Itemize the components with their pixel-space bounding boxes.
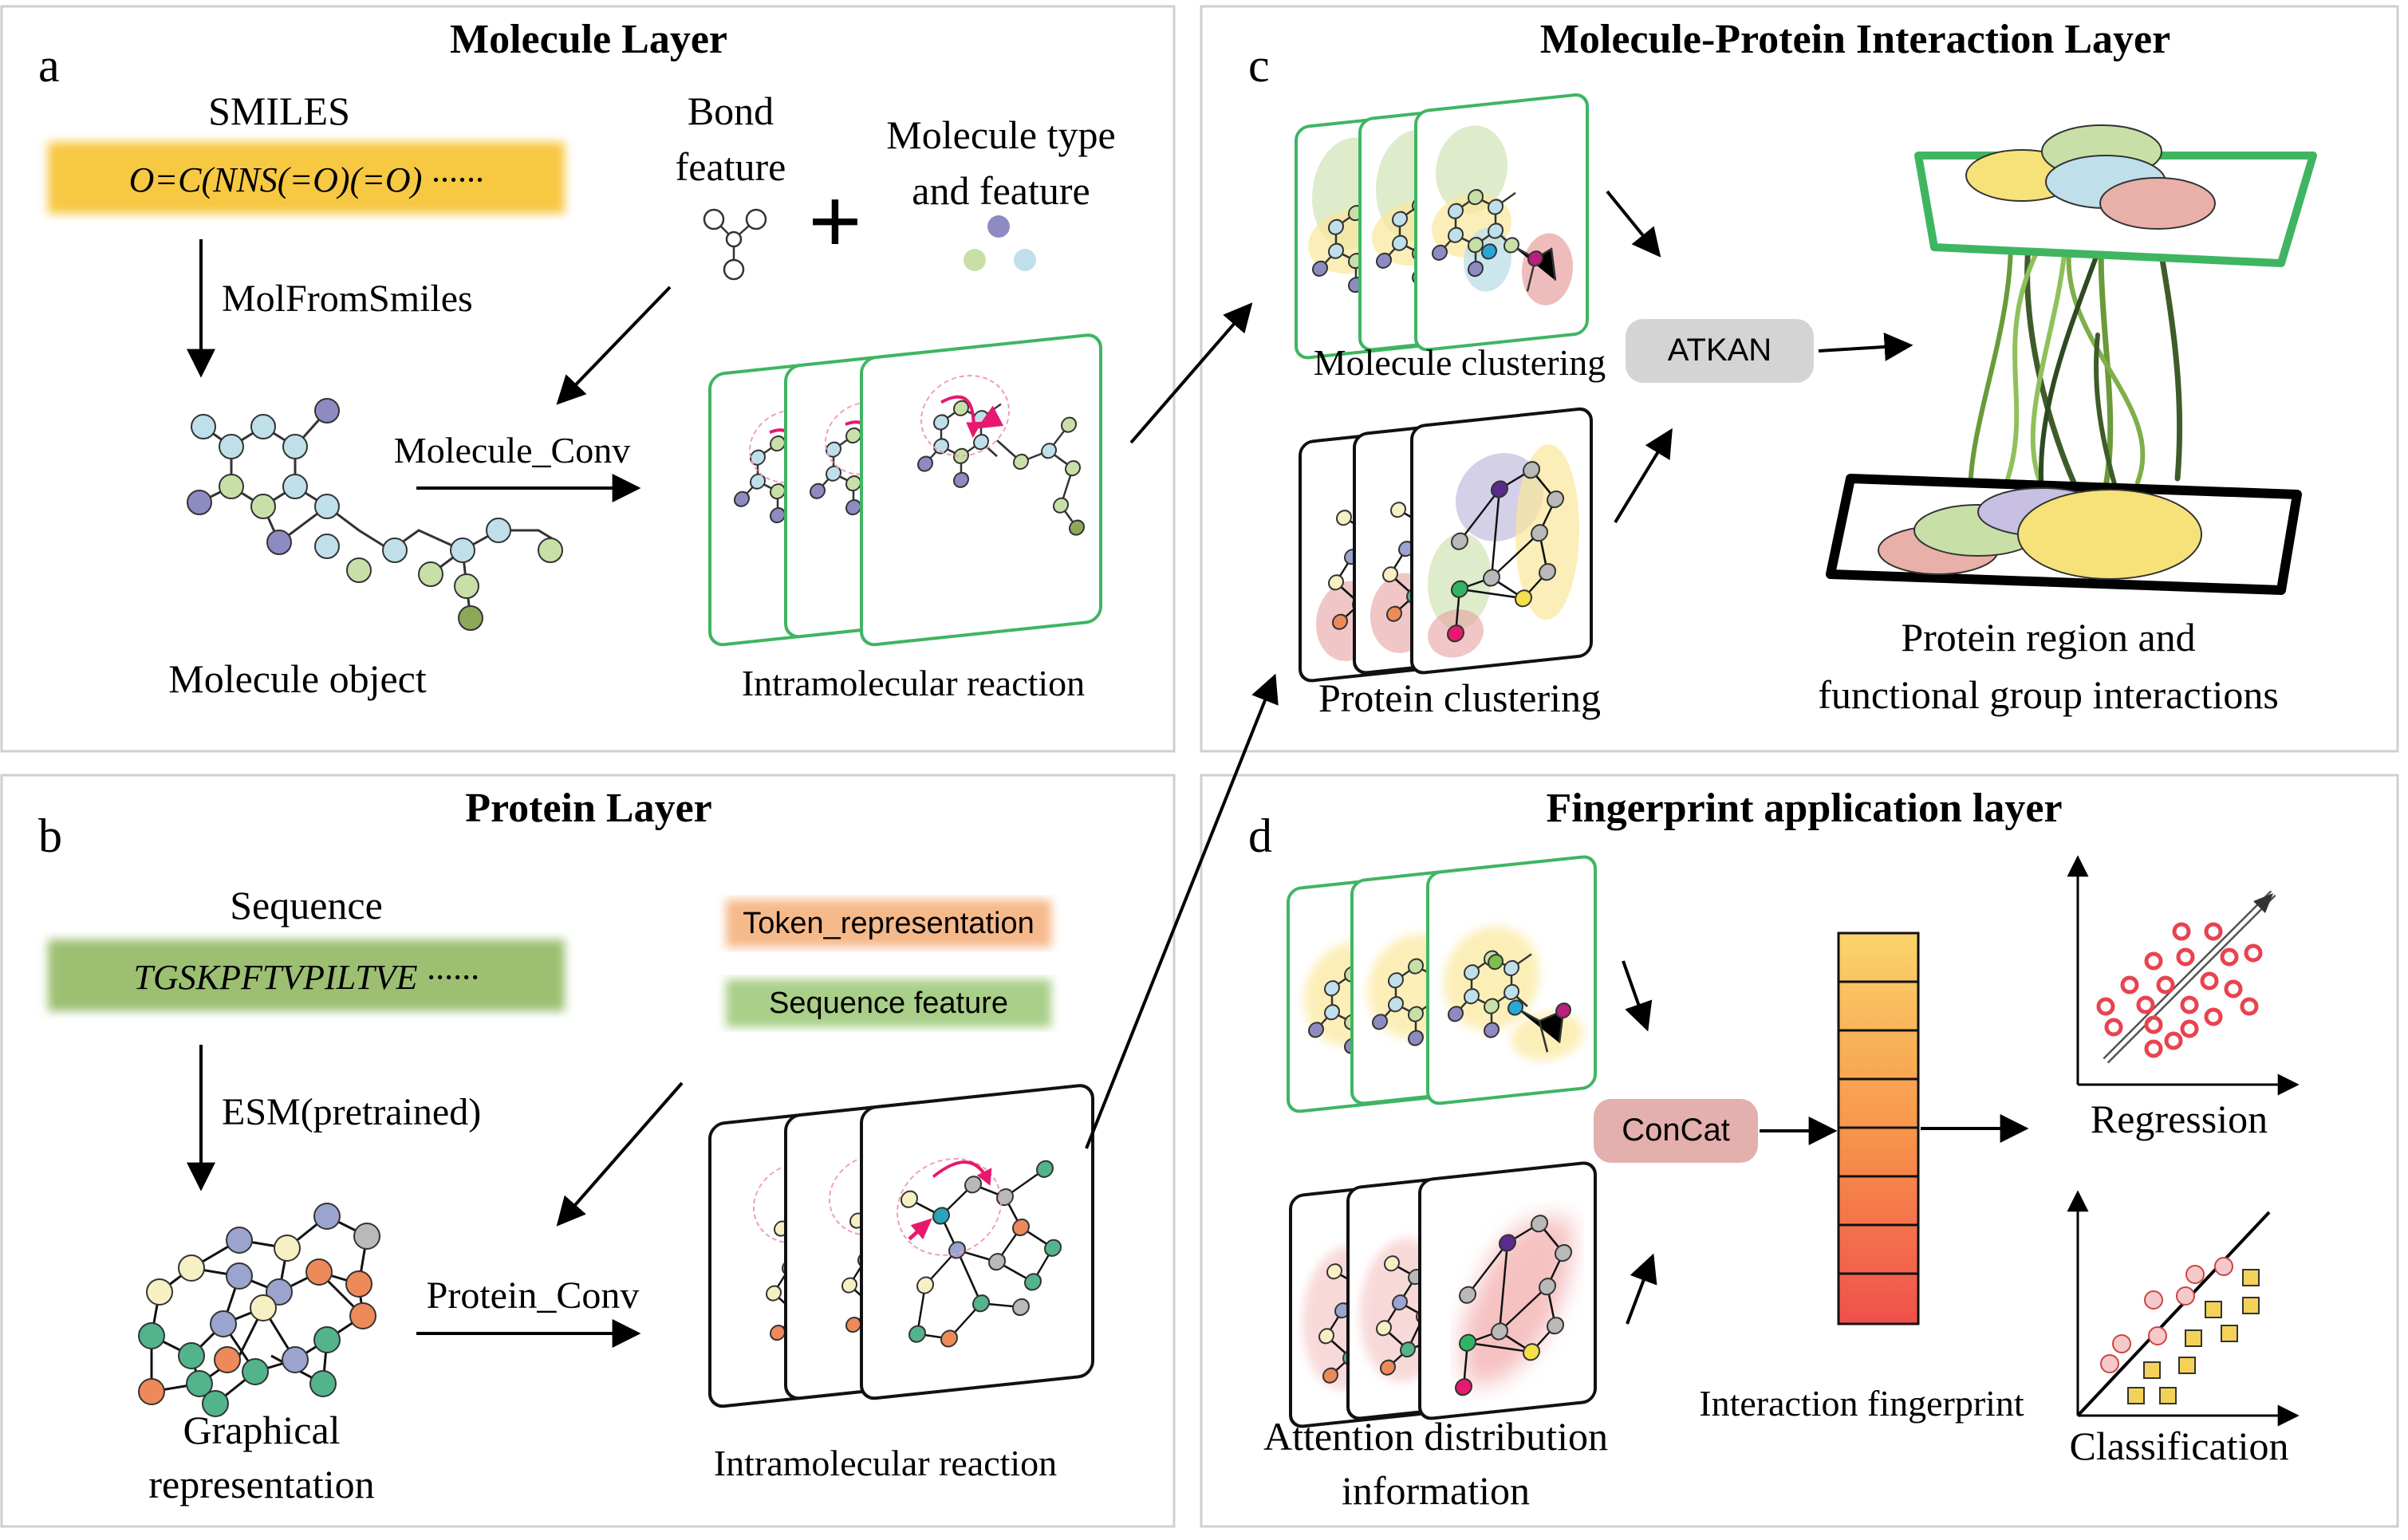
smiles-value: O=C(NNS(=O)(=O) ······ [129,160,484,199]
mol-intramolecular-frames [708,333,1102,647]
interaction-label-1: Protein region and [1901,615,2195,660]
arrow-atkan-to-interaction [1818,333,1913,361]
arrow-attn-mol-to-concat [1622,960,1653,1032]
panel-c: c Molecule-Protein Interaction Layer [1248,17,2317,720]
esm-label: ESM(pretrained) [222,1091,481,1133]
panel-c-border [1200,5,2399,753]
mol-cluster-label: Molecule clustering [1314,342,1606,383]
panel-a: a Molecule Layer SMILES O=C(NNS(=O)(=O) … [38,17,1253,703]
panel-d-border [1200,774,2399,1528]
interaction-3d [1826,124,2317,595]
smiles-box [48,142,565,214]
classification-plot [2067,1190,2300,1427]
mol-intramolecular-label: Intramolecular reaction [742,663,1085,703]
sequence-box [48,939,565,1011]
prot-cluster-label: Protein clustering [1318,675,1601,720]
protein-graph [138,1203,380,1417]
molecule-type-label-1: Molecule type [886,112,1115,157]
atkan-box [1626,319,1814,383]
molfromsmiles-label: MolFromSmiles [222,278,473,320]
arrow-features-to-object [556,286,672,405]
bond-feature-label-1: Bond [688,89,774,133]
bond-feature-label-2: feature [676,144,786,189]
arrow-protcluster-to-atkan [1614,427,1673,524]
arrow-features-to-graph [556,1081,684,1227]
arrow-attn-prot-to-concat [1626,1253,1657,1325]
fingerprint-label: Interaction fingerprint [1699,1383,2024,1424]
plus-sign: + [808,168,862,274]
molecule-object-graph [187,398,563,631]
attention-prot-frames [1289,1161,1597,1428]
panel-letter-c: c [1248,39,1270,92]
classification-label: Classification [2070,1424,2289,1468]
arrow-a-to-c [1129,302,1253,444]
panel-c-title: Molecule-Protein Interaction Layer [1540,17,2170,62]
atkan-label: ATKAN [1668,333,1772,368]
protein-cluster-frames [1299,407,1593,683]
molecule-object-label: Molecule object [168,656,427,701]
panel-letter-a: a [38,39,60,92]
attention-label-1: Attention distribution [1263,1414,1608,1459]
panel-letter-d: d [1248,809,1272,862]
interaction-label-2: functional group interactions [1818,672,2279,717]
seq-feature-box [726,979,1051,1027]
sequence-label: Sequence [230,883,383,928]
molecule-cluster-frames [1295,93,1589,360]
token-box [726,900,1051,947]
concat-label: ConCat [1622,1113,1730,1148]
fingerprint-bar [1837,931,1920,1325]
attention-mol-frames [1287,855,1597,1113]
panel-a-border [0,5,1176,753]
panel-d: d Fingerprint application layer [1248,786,2300,1513]
panel-letter-b: b [38,809,62,862]
panel-b: b Protein Layer Sequence TGSKPFTVPILTVE … [38,673,1279,1507]
molecule-type-label-2: and feature [912,168,1090,213]
arrow-molcluster-to-atkan [1606,190,1661,258]
bond-feature-icon [703,208,767,281]
prot-intramolecular-frames [708,1084,1094,1408]
prot-intramolecular-label: Intramolecular reaction [714,1443,1057,1483]
molecule-type-dots [964,215,1036,271]
concat-box [1594,1099,1758,1163]
panel-d-title: Fingerprint application layer [1546,786,2062,831]
molecule-conv-label: Molecule_Conv [394,430,630,471]
seq-feature-label: Sequence feature [769,987,1008,1020]
regression-plot [2067,855,2300,1096]
smiles-label: SMILES [208,89,350,133]
token-label: Token_representation [743,907,1034,940]
graphical-label-1: Graphical [183,1408,340,1452]
panel-b-border [0,774,1176,1528]
panel-a-title: Molecule Layer [450,17,727,62]
attention-label-2: information [1342,1468,1530,1513]
panel-b-title: Protein Layer [465,786,712,831]
sequence-value: TGSKPFTVPILTVE ······ [133,958,479,997]
regression-label: Regression [2091,1097,2268,1141]
arrow-b-to-c [1085,673,1279,1149]
graphical-label-2: representation [148,1462,374,1507]
protein-conv-label: Protein_Conv [427,1274,640,1317]
